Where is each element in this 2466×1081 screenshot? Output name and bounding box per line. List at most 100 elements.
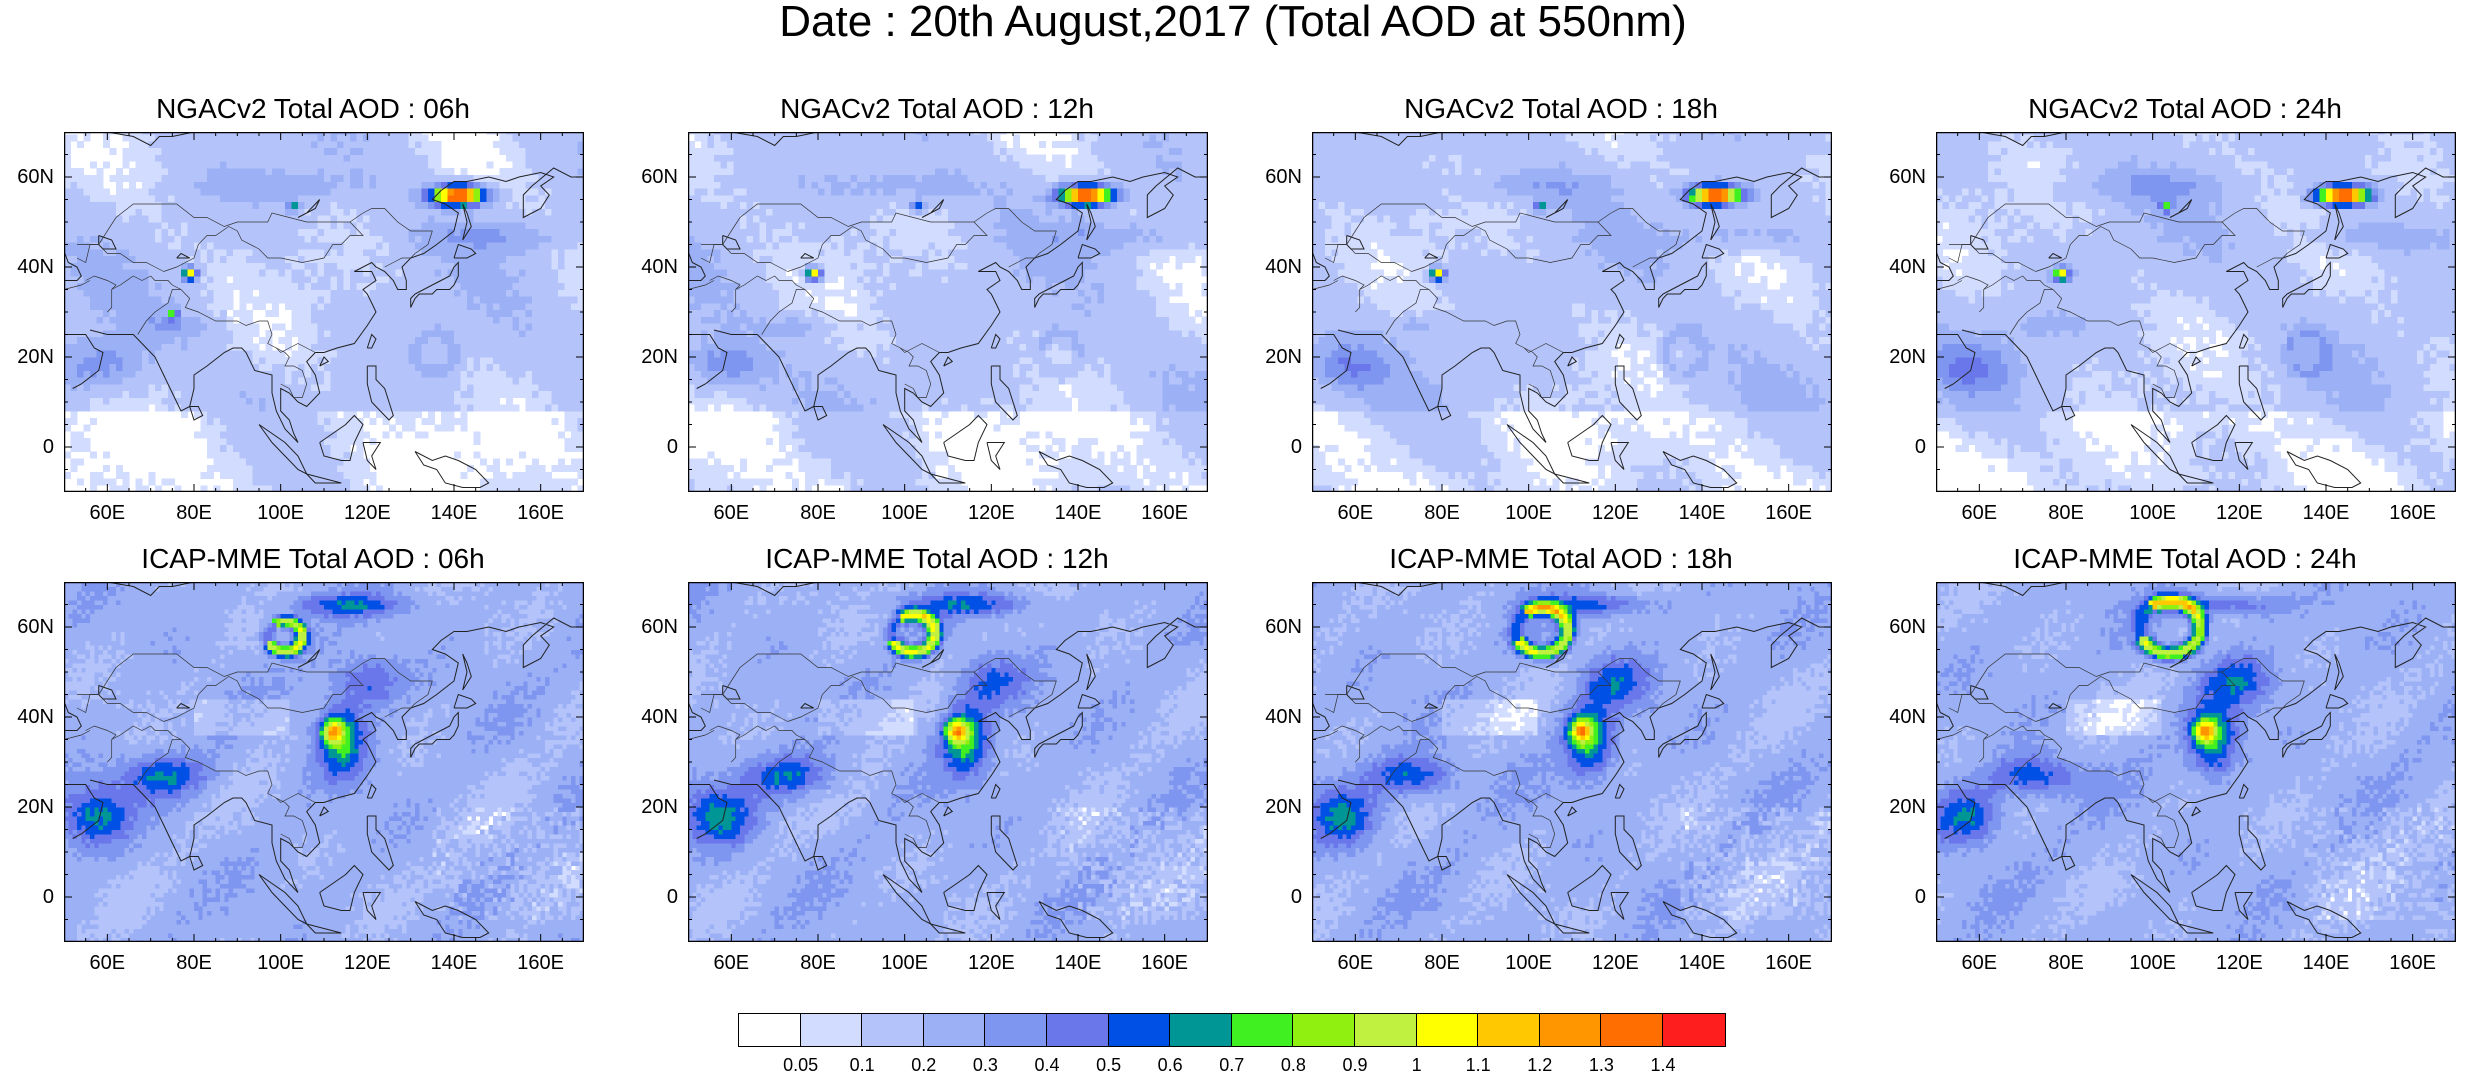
lon-tick-label: 140E [431, 502, 478, 524]
lon-tick-label: 120E [2216, 502, 2263, 524]
lon-tick-label: 160E [1141, 502, 1188, 524]
colorbar-label: 0.1 [850, 1055, 875, 1076]
colorbar-swatch [1047, 1014, 1109, 1046]
lat-tick-label: 0 [1291, 886, 1302, 908]
colorbar-swatch [862, 1014, 924, 1046]
lat-tick-label: 0 [667, 436, 678, 458]
aod-map [1312, 132, 1832, 492]
panel-title: NGACv2 Total AOD : 18h [1248, 92, 1874, 126]
lat-tick-label: 60N [17, 166, 54, 188]
lat-tick-label: 60N [641, 166, 678, 188]
panel-title: ICAP-MME Total AOD : 24h [1872, 542, 2466, 576]
colorbar-label: 0.9 [1342, 1055, 1367, 1076]
lon-tick-label: 140E [1679, 502, 1726, 524]
lon-tick-label: 140E [1055, 502, 1102, 524]
lon-tick-label: 60E [1962, 502, 1998, 524]
lon-tick-label: 80E [176, 952, 212, 974]
lon-tick-label: 100E [1505, 502, 1552, 524]
lat-tick-label: 60N [17, 616, 54, 638]
colorbar-label: 1.4 [1650, 1055, 1675, 1076]
colorbar-swatch [1109, 1014, 1171, 1046]
lat-tick-label: 0 [1915, 886, 1926, 908]
colorbar-label: 0.05 [783, 1055, 818, 1076]
colorbar-swatch [985, 1014, 1047, 1046]
panel-title: NGACv2 Total AOD : 06h [0, 92, 626, 126]
lon-tick-label: 80E [800, 952, 836, 974]
colorbar-label: 1.2 [1527, 1055, 1552, 1076]
lon-tick-label: 140E [1055, 952, 1102, 974]
lon-tick-label: 100E [2129, 502, 2176, 524]
colorbar-swatch [1601, 1014, 1663, 1046]
lon-tick-label: 140E [2303, 952, 2350, 974]
lon-tick-label: 140E [1679, 952, 1726, 974]
lat-tick-label: 20N [641, 346, 678, 368]
lon-tick-label: 100E [257, 952, 304, 974]
panel-title: NGACv2 Total AOD : 24h [1872, 92, 2466, 126]
lon-tick-label: 60E [90, 502, 126, 524]
lon-tick-label: 160E [1765, 502, 1812, 524]
lat-tick-label: 20N [1265, 796, 1302, 818]
colorbar-label: 1.3 [1589, 1055, 1614, 1076]
lon-tick-label: 80E [800, 502, 836, 524]
lon-tick-label: 80E [2048, 952, 2084, 974]
lon-tick-label: 80E [1424, 502, 1460, 524]
lat-tick-label: 40N [641, 706, 678, 728]
lat-tick-label: 40N [1889, 256, 1926, 278]
colorbar-label: 0.3 [973, 1055, 998, 1076]
lat-tick-label: 20N [641, 796, 678, 818]
lat-tick-label: 60N [1265, 166, 1302, 188]
lon-tick-label: 160E [1765, 952, 1812, 974]
colorbar-swatch [1417, 1014, 1479, 1046]
lon-tick-label: 60E [1338, 502, 1374, 524]
lon-tick-label: 60E [90, 952, 126, 974]
colorbar-swatch [1478, 1014, 1540, 1046]
colorbar-swatch [801, 1014, 863, 1046]
lat-tick-label: 40N [1265, 256, 1302, 278]
colorbar-label: 0.2 [911, 1055, 936, 1076]
lon-tick-label: 100E [257, 502, 304, 524]
lon-tick-label: 80E [1424, 952, 1460, 974]
colorbar-label: 0.5 [1096, 1055, 1121, 1076]
lon-tick-label: 120E [968, 502, 1015, 524]
colorbar-swatch [1540, 1014, 1602, 1046]
lat-tick-label: 0 [1291, 436, 1302, 458]
lon-tick-label: 100E [881, 502, 928, 524]
lon-tick-label: 160E [2389, 952, 2436, 974]
panel-title: ICAP-MME Total AOD : 06h [0, 542, 626, 576]
colorbar-label: 0.8 [1281, 1055, 1306, 1076]
map-panel: NGACv2 Total AOD : 18h 60E 80E 100E 120E 140… [1248, 84, 1874, 608]
lat-tick-label: 40N [1265, 706, 1302, 728]
lon-tick-label: 140E [2303, 502, 2350, 524]
lon-tick-label: 120E [1592, 952, 1639, 974]
aod-map [1936, 132, 2456, 492]
lon-tick-label: 140E [431, 952, 478, 974]
aod-map [688, 132, 1208, 492]
lat-tick-label: 20N [1889, 346, 1926, 368]
lon-tick-label: 60E [1338, 952, 1374, 974]
lon-tick-label: 120E [344, 502, 391, 524]
aod-map [688, 582, 1208, 942]
colorbar-label: 0.7 [1219, 1055, 1244, 1076]
lon-tick-label: 60E [714, 502, 750, 524]
lat-tick-label: 0 [43, 436, 54, 458]
figure-title: Date : 20th August,2017 (Total AOD at 55… [0, 0, 2466, 44]
colorbar-swatch [1663, 1014, 1725, 1046]
lon-tick-label: 160E [2389, 502, 2436, 524]
lat-tick-label: 40N [17, 256, 54, 278]
lon-tick-label: 80E [176, 502, 212, 524]
lon-tick-label: 100E [1505, 952, 1552, 974]
lat-tick-label: 40N [1889, 706, 1926, 728]
lat-tick-label: 40N [641, 256, 678, 278]
colorbar-swatch [739, 1014, 801, 1046]
lon-tick-label: 60E [1962, 952, 1998, 974]
lon-tick-label: 120E [968, 952, 1015, 974]
lat-tick-label: 0 [43, 886, 54, 908]
lon-tick-label: 120E [1592, 502, 1639, 524]
colorbar-swatch [1293, 1014, 1355, 1046]
lat-tick-label: 60N [1265, 616, 1302, 638]
colorbar-label: 0.4 [1034, 1055, 1059, 1076]
